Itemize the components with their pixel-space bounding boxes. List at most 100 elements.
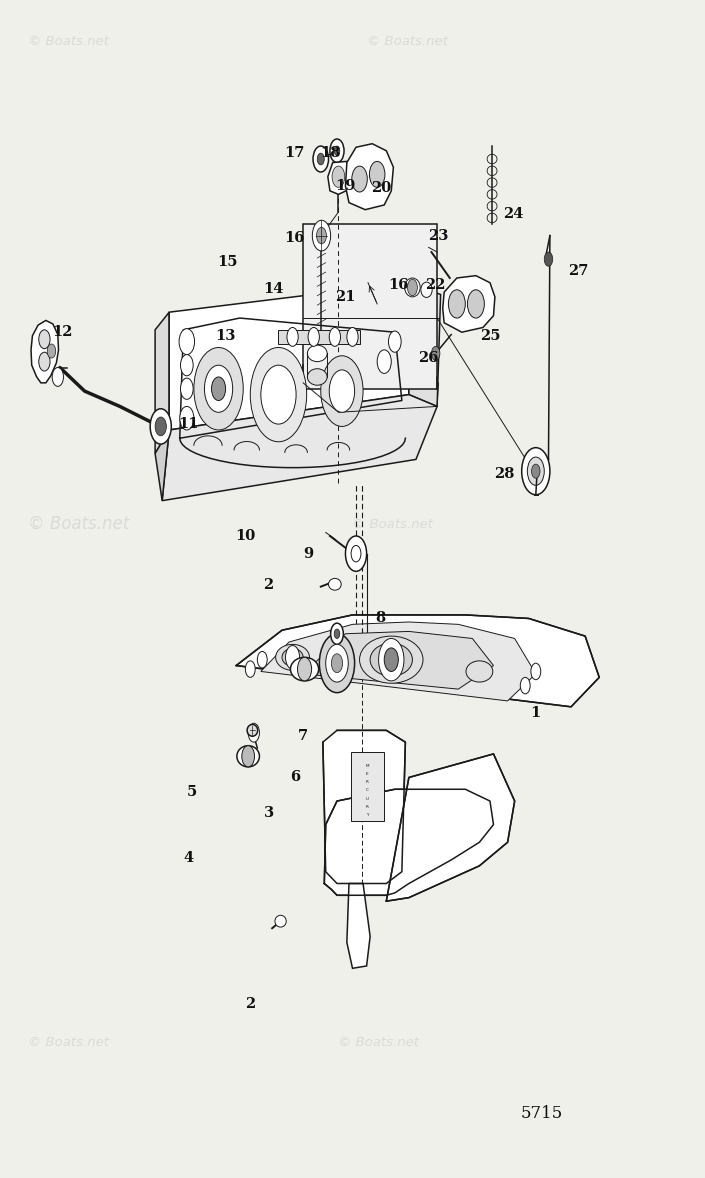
Text: © Boats.net: © Boats.net <box>367 34 448 48</box>
Circle shape <box>384 648 398 671</box>
Polygon shape <box>236 615 599 707</box>
Ellipse shape <box>237 746 259 767</box>
Circle shape <box>527 457 544 485</box>
Text: U: U <box>366 796 369 801</box>
Circle shape <box>369 161 385 187</box>
Circle shape <box>407 279 417 296</box>
Text: 11: 11 <box>178 417 200 431</box>
Circle shape <box>180 406 194 430</box>
Circle shape <box>47 344 56 358</box>
Text: 24: 24 <box>503 207 523 221</box>
Ellipse shape <box>275 915 286 927</box>
Circle shape <box>39 330 50 349</box>
Text: 23: 23 <box>429 229 448 243</box>
Ellipse shape <box>405 278 420 297</box>
Circle shape <box>377 350 391 373</box>
Polygon shape <box>347 884 370 968</box>
Circle shape <box>52 368 63 386</box>
Circle shape <box>347 327 358 346</box>
Ellipse shape <box>290 657 319 681</box>
Polygon shape <box>261 622 536 701</box>
Polygon shape <box>278 330 360 344</box>
Text: 14: 14 <box>264 282 283 296</box>
Text: © Boats.net: © Boats.net <box>28 1035 109 1050</box>
Ellipse shape <box>370 643 412 676</box>
Polygon shape <box>328 161 352 194</box>
Text: 28: 28 <box>494 466 514 481</box>
Circle shape <box>317 227 326 244</box>
Text: C: C <box>366 788 369 793</box>
Polygon shape <box>303 631 493 689</box>
Text: 1: 1 <box>531 706 541 720</box>
Circle shape <box>298 657 312 681</box>
Circle shape <box>330 139 344 163</box>
Text: 12: 12 <box>51 325 73 339</box>
Text: 3: 3 <box>264 806 274 820</box>
Text: 26: 26 <box>419 351 439 365</box>
Circle shape <box>204 365 233 412</box>
Text: 15: 15 <box>216 254 238 269</box>
Circle shape <box>317 153 324 165</box>
Polygon shape <box>155 430 169 501</box>
Circle shape <box>326 644 348 682</box>
Ellipse shape <box>329 578 341 590</box>
Circle shape <box>379 638 404 681</box>
Text: 6: 6 <box>290 770 300 785</box>
Circle shape <box>319 634 355 693</box>
Text: 8: 8 <box>376 611 386 626</box>
Polygon shape <box>409 283 441 406</box>
Circle shape <box>179 329 195 355</box>
Circle shape <box>467 290 484 318</box>
Polygon shape <box>31 320 59 383</box>
Text: 5715: 5715 <box>520 1105 563 1121</box>
Polygon shape <box>386 754 515 901</box>
Circle shape <box>388 331 401 352</box>
Text: 9: 9 <box>304 547 314 561</box>
Circle shape <box>287 327 298 346</box>
Text: © Boats.net: © Boats.net <box>352 517 434 531</box>
Text: 27: 27 <box>568 264 588 278</box>
Text: 10: 10 <box>235 529 255 543</box>
Circle shape <box>261 365 296 424</box>
Circle shape <box>212 377 226 401</box>
Polygon shape <box>323 730 405 884</box>
Text: 13: 13 <box>216 329 235 343</box>
Circle shape <box>520 677 530 694</box>
Circle shape <box>250 348 307 442</box>
Circle shape <box>257 651 267 668</box>
Circle shape <box>331 654 343 673</box>
Circle shape <box>531 663 541 680</box>
Text: © Boats.net: © Boats.net <box>28 515 130 534</box>
Circle shape <box>155 417 166 436</box>
Polygon shape <box>169 283 409 430</box>
Circle shape <box>180 355 193 376</box>
Circle shape <box>286 646 300 669</box>
Ellipse shape <box>247 724 258 736</box>
Ellipse shape <box>307 345 327 362</box>
Ellipse shape <box>282 648 303 667</box>
Circle shape <box>431 346 440 360</box>
Ellipse shape <box>466 661 493 682</box>
Circle shape <box>245 661 255 677</box>
Text: R: R <box>366 780 369 785</box>
Polygon shape <box>162 395 437 501</box>
Circle shape <box>248 723 259 742</box>
Ellipse shape <box>276 644 309 670</box>
Circle shape <box>334 629 340 638</box>
Polygon shape <box>155 312 169 454</box>
Text: Y: Y <box>366 813 369 818</box>
Text: 19: 19 <box>336 179 355 193</box>
FancyBboxPatch shape <box>351 752 384 821</box>
Polygon shape <box>303 224 437 389</box>
Circle shape <box>544 252 553 266</box>
Text: 17: 17 <box>285 146 305 160</box>
Text: 22: 22 <box>425 278 446 292</box>
Circle shape <box>194 348 243 430</box>
Circle shape <box>351 545 361 562</box>
Circle shape <box>334 146 340 155</box>
Text: 16: 16 <box>285 231 305 245</box>
Circle shape <box>312 220 331 251</box>
Ellipse shape <box>307 369 327 385</box>
Polygon shape <box>443 276 495 332</box>
Circle shape <box>532 464 540 478</box>
